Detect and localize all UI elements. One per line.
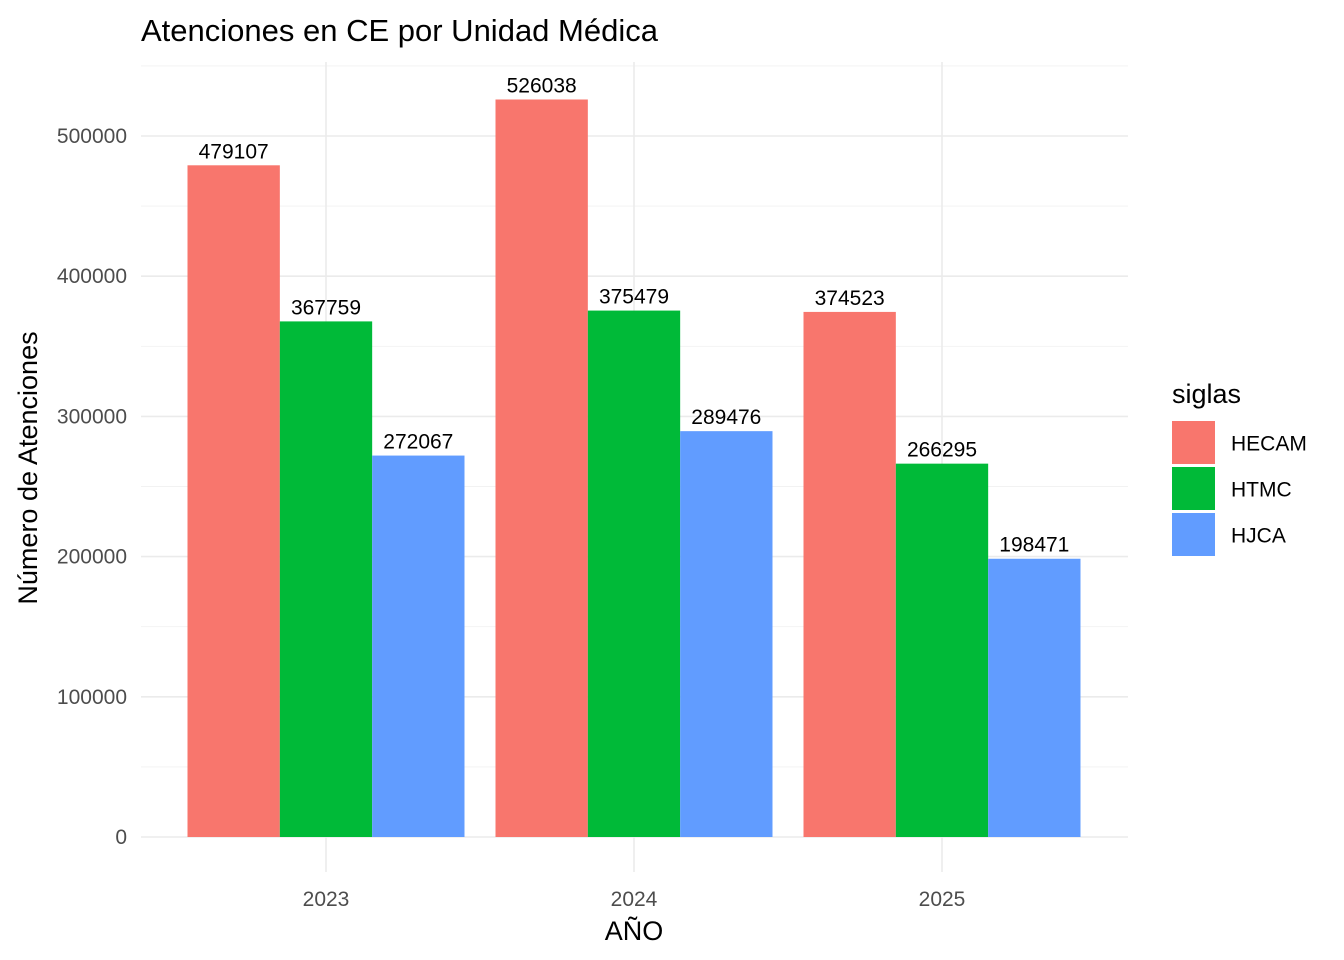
y-tick-label: 300000 (57, 405, 127, 428)
y-tick-label: 0 (115, 826, 127, 849)
data-label: 367759 (291, 296, 361, 319)
y-tick-label: 400000 (57, 265, 127, 288)
data-labels: 479107 526038 374523 367759 375479 266295 2720… (199, 74, 1070, 556)
bar-hjca-2025 (988, 558, 1081, 837)
legend-key-hecam (1172, 421, 1215, 464)
bar-hjca-2023 (372, 455, 465, 837)
data-label: 272067 (383, 431, 453, 454)
data-label: 374523 (815, 287, 885, 310)
legend-label: HECAM (1231, 433, 1307, 456)
legend-key-htmc (1172, 467, 1215, 510)
chart-title: Atenciones en CE por Unidad Médica (141, 13, 659, 48)
y-tick-label: 500000 (57, 125, 127, 148)
y-tick-label: 100000 (57, 686, 127, 709)
legend-key-hjca (1172, 513, 1215, 556)
legend: siglas HECAM HTMC HJCA (1172, 379, 1307, 556)
bar-hjca-2024 (680, 431, 773, 837)
bar-htmc-2025 (895, 463, 989, 837)
data-label: 266295 (907, 439, 977, 462)
x-axis-title: AÑO (605, 915, 664, 946)
bar-hecam-2025 (803, 311, 896, 837)
axes: 0 100000 200000 300000 400000 500000 2023 2024 2… (57, 125, 965, 911)
bar-htmc-2023 (279, 321, 373, 838)
data-label: 375479 (599, 286, 669, 309)
x-tick-label: 2023 (303, 888, 350, 911)
data-label: 198471 (999, 534, 1069, 557)
bar-hecam-2024 (495, 99, 588, 837)
bar-hecam-2023 (187, 165, 280, 837)
legend-title: siglas (1172, 379, 1241, 409)
data-label: 479107 (199, 140, 269, 163)
data-label: 289476 (691, 406, 761, 429)
bar-htmc-2024 (587, 310, 681, 837)
y-axis-title: Número de Atenciones (13, 331, 43, 604)
y-tick-label: 200000 (57, 546, 127, 569)
data-label: 526038 (507, 74, 577, 97)
x-tick-label: 2024 (611, 888, 658, 911)
legend-label: HTMC (1231, 479, 1292, 502)
legend-label: HJCA (1231, 525, 1286, 548)
bars (187, 99, 1081, 838)
x-tick-label: 2025 (919, 888, 966, 911)
